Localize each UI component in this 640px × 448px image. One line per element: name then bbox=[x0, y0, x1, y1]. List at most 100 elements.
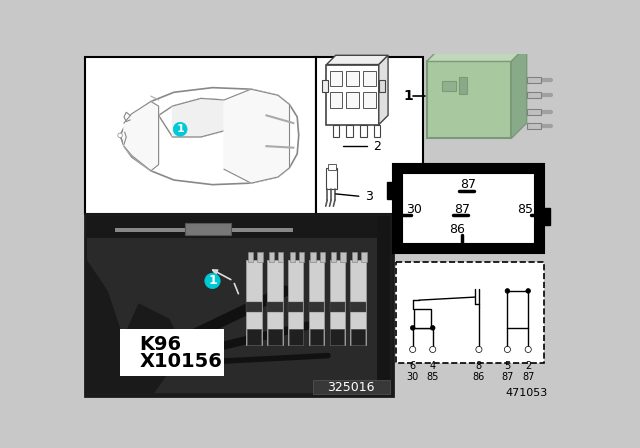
Bar bbox=[299, 252, 304, 262]
Bar bbox=[527, 123, 541, 129]
Bar bbox=[538, 208, 550, 225]
Circle shape bbox=[173, 122, 187, 136]
Bar bbox=[248, 252, 253, 262]
Bar bbox=[360, 125, 367, 137]
Bar bbox=[527, 77, 541, 83]
Text: 85: 85 bbox=[426, 372, 439, 382]
Bar bbox=[308, 302, 324, 312]
Bar bbox=[427, 61, 511, 138]
Bar bbox=[185, 223, 231, 236]
Circle shape bbox=[476, 346, 482, 353]
Polygon shape bbox=[124, 102, 159, 171]
Bar bbox=[350, 260, 365, 345]
Bar bbox=[288, 260, 303, 345]
Bar bbox=[330, 92, 342, 108]
Bar bbox=[278, 252, 284, 262]
Bar bbox=[310, 329, 323, 345]
Bar bbox=[87, 216, 390, 393]
Bar bbox=[346, 71, 359, 86]
Text: 30: 30 bbox=[406, 203, 422, 216]
Bar bbox=[527, 92, 541, 99]
Bar bbox=[84, 57, 316, 214]
Bar bbox=[84, 214, 393, 396]
Circle shape bbox=[410, 326, 415, 330]
Text: 30: 30 bbox=[406, 372, 419, 382]
Bar bbox=[246, 260, 262, 345]
Polygon shape bbox=[379, 55, 388, 125]
Text: 2: 2 bbox=[372, 140, 381, 153]
Bar bbox=[442, 81, 456, 91]
Bar bbox=[333, 125, 339, 137]
Bar bbox=[316, 57, 424, 214]
Text: 471053: 471053 bbox=[506, 388, 548, 398]
Circle shape bbox=[431, 326, 435, 330]
Bar bbox=[328, 164, 336, 170]
Bar bbox=[459, 77, 467, 94]
Text: 1: 1 bbox=[176, 124, 184, 134]
Bar bbox=[310, 252, 316, 262]
Text: 86: 86 bbox=[449, 223, 465, 236]
Circle shape bbox=[118, 133, 122, 138]
Text: 1: 1 bbox=[403, 89, 413, 103]
Bar bbox=[414, 310, 431, 328]
Text: 8: 8 bbox=[476, 362, 482, 371]
Bar bbox=[319, 252, 325, 262]
Bar bbox=[396, 262, 543, 363]
Bar bbox=[289, 252, 295, 262]
Bar bbox=[267, 260, 283, 345]
Text: 5: 5 bbox=[504, 362, 511, 371]
Bar bbox=[247, 329, 261, 345]
Text: 325016: 325016 bbox=[327, 381, 375, 394]
Text: 85: 85 bbox=[517, 203, 533, 216]
Bar bbox=[387, 181, 398, 198]
Bar bbox=[120, 329, 224, 375]
Text: 1: 1 bbox=[208, 275, 217, 288]
Bar bbox=[246, 302, 262, 312]
Circle shape bbox=[410, 346, 416, 353]
Polygon shape bbox=[87, 237, 185, 393]
Bar bbox=[397, 168, 539, 248]
Circle shape bbox=[505, 289, 509, 293]
Bar bbox=[115, 228, 292, 233]
Bar bbox=[350, 302, 365, 312]
Bar bbox=[87, 216, 390, 238]
Text: 86: 86 bbox=[473, 372, 485, 382]
Bar bbox=[267, 302, 283, 312]
Bar bbox=[322, 80, 328, 92]
Bar bbox=[331, 252, 337, 262]
Text: 6: 6 bbox=[410, 362, 416, 371]
Bar bbox=[364, 92, 376, 108]
Circle shape bbox=[525, 346, 531, 353]
Bar bbox=[346, 125, 353, 137]
Polygon shape bbox=[224, 89, 289, 183]
Bar bbox=[326, 65, 379, 125]
Text: K96: K96 bbox=[140, 335, 182, 354]
Bar bbox=[288, 302, 303, 312]
Circle shape bbox=[526, 289, 531, 293]
Circle shape bbox=[205, 273, 220, 289]
Text: 2: 2 bbox=[525, 362, 531, 371]
Text: 87: 87 bbox=[501, 372, 513, 382]
Polygon shape bbox=[511, 46, 527, 138]
Bar bbox=[257, 252, 262, 262]
Bar bbox=[374, 125, 380, 137]
Text: 87: 87 bbox=[454, 203, 470, 216]
Polygon shape bbox=[172, 99, 228, 137]
Bar bbox=[330, 329, 344, 345]
Bar bbox=[330, 260, 345, 345]
Text: X10156: X10156 bbox=[140, 352, 222, 371]
Polygon shape bbox=[120, 88, 299, 185]
Text: 3: 3 bbox=[365, 190, 373, 202]
Polygon shape bbox=[427, 46, 527, 61]
Text: 87: 87 bbox=[460, 178, 476, 191]
Bar bbox=[351, 329, 365, 345]
Bar bbox=[312, 380, 390, 394]
Bar bbox=[346, 92, 359, 108]
Bar bbox=[308, 260, 324, 345]
Bar bbox=[268, 329, 282, 345]
Bar bbox=[330, 302, 345, 312]
Bar bbox=[378, 216, 390, 393]
Text: 87: 87 bbox=[522, 372, 534, 382]
Circle shape bbox=[504, 346, 511, 353]
Circle shape bbox=[429, 346, 436, 353]
